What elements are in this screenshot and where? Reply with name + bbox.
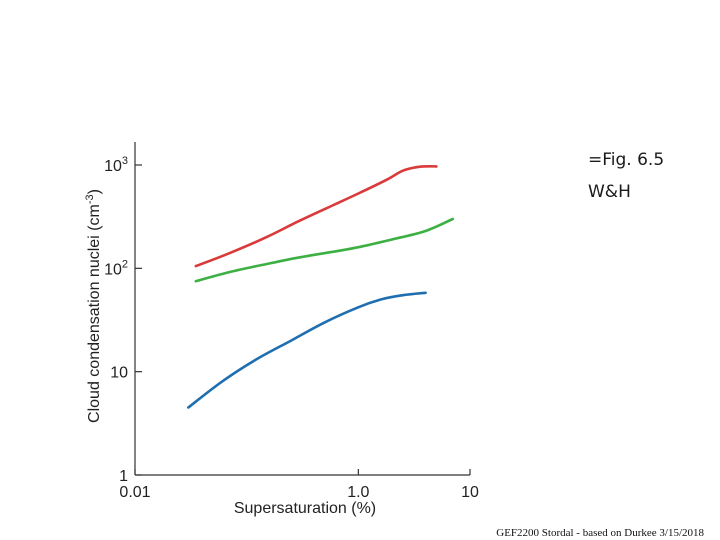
y-tick-base: 10 <box>104 158 122 175</box>
chart-axes <box>134 142 470 476</box>
series-line-lower <box>187 291 427 409</box>
series-line-middle <box>194 217 454 283</box>
y-tick-base: 10 <box>110 365 128 382</box>
series-group <box>187 165 454 409</box>
x-tick-label: 0.01 <box>119 484 150 501</box>
y-axis-label-close: ) <box>86 189 103 194</box>
footer-text: GEF2200 Stordal - based on Durkee 3/15/2… <box>496 527 704 539</box>
figure-reference: =Fig. 6.5 <box>588 150 665 170</box>
y-tick-label: 103 <box>104 155 128 175</box>
x-tick-label: 10 <box>461 484 479 501</box>
x-axis-label: Supersaturation (%) <box>234 500 376 517</box>
y-tick-exponent: 3 <box>122 155 128 167</box>
y-tick-base: 1 <box>119 468 128 485</box>
y-axis-label: Cloud condensation nuclei (cm-3) <box>84 189 103 423</box>
y-tick-label: 102 <box>104 258 128 278</box>
series-line-upper <box>194 165 438 268</box>
y-tick-label: 10 <box>110 365 128 382</box>
y-tick-label: 1 <box>119 468 128 485</box>
y-tick-exponent: 2 <box>122 258 128 270</box>
source-reference: W&H <box>588 182 631 202</box>
y-tick-base: 10 <box>104 261 122 278</box>
x-tick-label: 1.0 <box>347 484 369 501</box>
y-axis-label-exponent: -3 <box>84 194 96 204</box>
y-axis-label-text: Cloud condensation nuclei (cm <box>86 204 103 423</box>
